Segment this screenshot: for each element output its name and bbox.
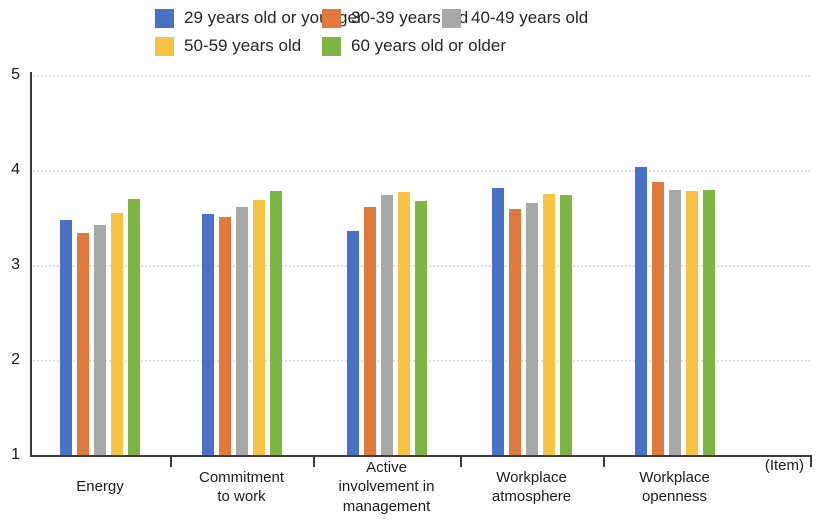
legend-item-29-or-younger: 29 years old or younger xyxy=(155,7,363,29)
category-label-line: Workplace xyxy=(639,468,710,486)
bar-series2-cat4 xyxy=(668,189,681,455)
legend-swatch-gray xyxy=(442,8,461,28)
bar-series0-cat2 xyxy=(346,230,359,455)
y-tick-label-1: 1 xyxy=(11,446,20,463)
category-label-0: Energy xyxy=(25,456,175,518)
y-tick-label-4: 4 xyxy=(11,161,20,178)
category-label-1: Commitment to work xyxy=(167,456,317,518)
bar-series4-cat1 xyxy=(269,190,282,455)
bar-series4-cat3 xyxy=(559,194,572,455)
legend-swatch-blue xyxy=(155,8,174,28)
gridline-5 xyxy=(30,75,810,77)
category-label-line: Energy xyxy=(76,478,124,496)
category-label-line: Commitment xyxy=(198,468,284,486)
category-label-4: Workplace openness xyxy=(600,456,750,518)
x-axis-tick xyxy=(460,455,462,467)
legend-label: 50-59 years old xyxy=(184,36,302,55)
bar-series2-cat0 xyxy=(94,225,106,455)
legend-label: 30-39 years old xyxy=(351,8,469,27)
y-tick-label-3: 3 xyxy=(11,256,20,273)
category-label-line: Workplace xyxy=(496,468,567,486)
bar-series3-cat0 xyxy=(111,212,123,455)
x-axis-unit-label: (Item) xyxy=(764,457,804,474)
category-label-line: atmosphere xyxy=(491,488,572,505)
legend-label: 29 years old or younger xyxy=(184,8,363,27)
legend-item-60-or-older: 60 years old or older xyxy=(322,35,506,57)
bar-series1-cat4 xyxy=(651,182,664,455)
category-label-line: involvement in xyxy=(338,478,435,496)
y-axis-line xyxy=(30,72,32,456)
legend-swatch-yellow xyxy=(155,36,174,56)
category-label-line: to work xyxy=(217,488,266,505)
bar-series2-cat2 xyxy=(380,194,393,455)
bar-series3-cat1 xyxy=(252,200,265,455)
bar-series0-cat4 xyxy=(634,167,647,455)
x-axis-line xyxy=(30,455,811,457)
bar-series1-cat1 xyxy=(218,216,231,455)
bar-series0-cat0 xyxy=(60,220,72,455)
legend-label: 60 years old or older xyxy=(351,36,506,55)
legend-label: 40-49 years old xyxy=(471,8,589,27)
bar-series1-cat3 xyxy=(508,208,521,455)
bar-series0-cat1 xyxy=(201,213,214,455)
y-tick-label-5: 5 xyxy=(11,66,20,83)
bar-series4-cat0 xyxy=(128,198,140,455)
bar-series1-cat0 xyxy=(77,232,89,455)
category-label-3: Workplace atmosphere xyxy=(457,456,607,518)
category-label-2: Active involvement in management xyxy=(312,456,462,518)
category-label-line: management xyxy=(342,497,431,515)
bar-series4-cat4 xyxy=(702,189,715,455)
x-axis-tick xyxy=(810,455,812,467)
bar-series0-cat3 xyxy=(491,188,504,455)
y-tick-label-2: 2 xyxy=(11,351,20,368)
bar-series2-cat1 xyxy=(235,207,248,455)
x-axis-tick xyxy=(603,455,605,467)
category-label-line: openness xyxy=(641,488,708,505)
legend-item-40-49: 40-49 years old xyxy=(442,7,588,29)
x-axis-tick xyxy=(170,455,172,467)
category-label-line: Active xyxy=(366,459,407,477)
bar-series3-cat3 xyxy=(542,193,555,455)
legend-swatch-orange xyxy=(322,8,341,28)
legend-item-50-59: 50-59 years old xyxy=(155,35,301,57)
x-axis-tick xyxy=(313,455,315,467)
legend-item-30-39: 30-39 years old xyxy=(322,7,468,29)
bar-series3-cat4 xyxy=(685,190,698,455)
bar-series4-cat2 xyxy=(414,201,427,455)
legend-swatch-green xyxy=(322,36,341,56)
bar-series1-cat2 xyxy=(363,207,376,455)
gridline-4 xyxy=(30,170,810,172)
bar-series3-cat2 xyxy=(397,191,410,455)
bar-series2-cat3 xyxy=(525,203,538,455)
